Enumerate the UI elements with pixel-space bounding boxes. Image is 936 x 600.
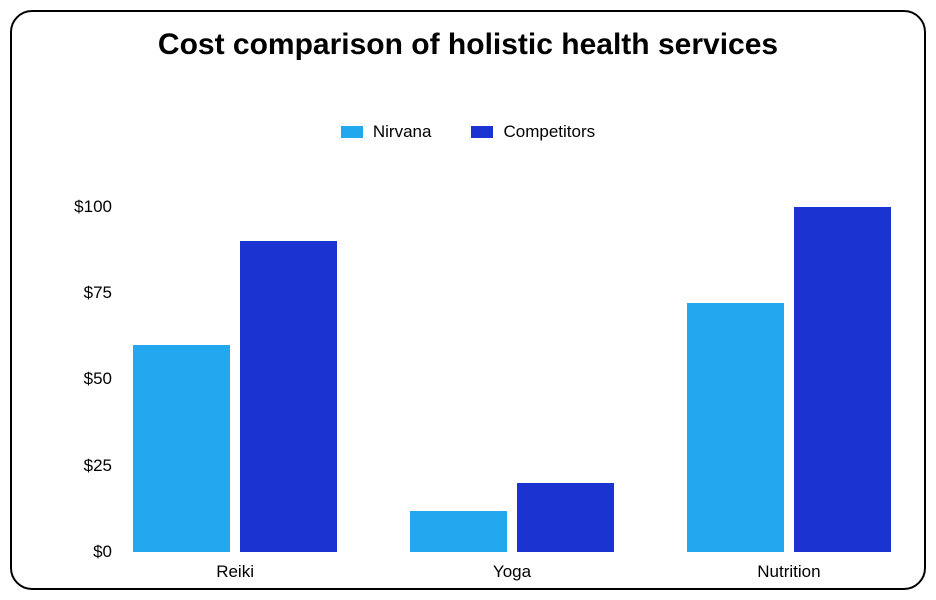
legend-item: Nirvana bbox=[341, 122, 432, 142]
x-tick-label: Reiki bbox=[216, 552, 254, 582]
legend-item: Competitors bbox=[471, 122, 595, 142]
legend-label: Competitors bbox=[503, 122, 595, 142]
legend-label: Nirvana bbox=[373, 122, 432, 142]
bar bbox=[794, 207, 892, 552]
plot-area: $0$25$50$75$100ReikiYogaNutrition bbox=[122, 172, 902, 552]
chart-card: Cost comparison of holistic health servi… bbox=[10, 10, 926, 590]
bar bbox=[410, 511, 508, 552]
x-tick-label: Nutrition bbox=[757, 552, 820, 582]
y-tick-label: $25 bbox=[84, 456, 122, 476]
y-tick-label: $75 bbox=[84, 283, 122, 303]
x-tick-label: Yoga bbox=[493, 552, 531, 582]
y-tick-label: $50 bbox=[84, 369, 122, 389]
bar bbox=[240, 241, 338, 552]
y-tick-label: $100 bbox=[74, 197, 122, 217]
chart-title: Cost comparison of holistic health servi… bbox=[12, 28, 924, 62]
chart-legend: Nirvana Competitors bbox=[12, 122, 924, 142]
bar bbox=[133, 345, 231, 552]
bar bbox=[517, 483, 615, 552]
bar bbox=[687, 303, 785, 552]
y-tick-label: $0 bbox=[93, 542, 122, 562]
legend-swatch bbox=[341, 126, 363, 138]
legend-swatch bbox=[471, 126, 493, 138]
